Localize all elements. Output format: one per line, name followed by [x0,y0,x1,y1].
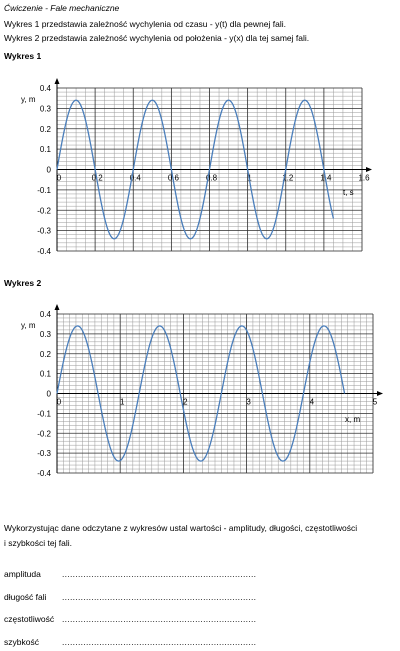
y-tick-label: 0.1 [40,145,52,154]
answer-dots[interactable]: ........................................… [62,569,257,579]
x-axis-label: t, s [343,188,354,197]
y-tick-label: -0.3 [37,449,51,458]
y-tick-label: -0.2 [37,429,51,438]
x-tick-label: 0 [57,398,62,407]
y-axis-arrow [54,78,60,84]
answer-dots[interactable]: ........................................… [62,592,257,602]
intro-line-1: Wykres 1 przedstawia zależność wychyleni… [4,19,286,29]
question-line-1: Wykorzystując dane odczytane z wykresów … [4,523,358,533]
x-tick-label: 4 [310,398,315,407]
y-tick-label: 0.1 [40,370,52,379]
x-tick-label: 0.6 [168,174,180,183]
x-tick-label: 1.4 [320,174,332,183]
y-tick-label: 0.3 [40,104,52,113]
intro-line-2: Wykres 2 przedstawia zależność wychyleni… [4,33,310,43]
x-axis-arrow [366,167,372,172]
y-axis-arrow [54,304,60,310]
y-tick-label: -0.4 [37,247,51,256]
y-tick-label: 0.4 [40,310,52,319]
chart1-heading: Wykres 1 [4,51,42,61]
x-tick-label: 1 [247,174,252,183]
document-title: Ćwiczenie - Fale mechaniczne [4,3,120,13]
x-axis-arrow [377,391,383,396]
x-tick-label: 2 [183,398,188,407]
chart2-heading: Wykres 2 [4,278,42,288]
x-tick-label: 3 [246,398,251,407]
y-tick-label: -0.4 [37,469,51,478]
y-axis-label: y, m [21,321,36,330]
x-tick-label: 0.4 [130,174,142,183]
field-label: amplituda [4,569,41,579]
x-axis-label: x, m [345,415,360,424]
x-tick-label: 0 [57,174,62,183]
field-label: długość fali [4,592,47,602]
y-tick-label: 0.2 [40,125,52,134]
y-tick-label: -0.1 [37,409,51,418]
y-tick-label: 0.2 [40,350,52,359]
x-tick-label: 0.8 [206,174,218,183]
y-tick-label: 0 [47,166,52,175]
x-tick-label: 1.2 [282,174,294,183]
field-label: szybkość [4,637,39,647]
y-tick-label: 0.4 [40,84,52,93]
y-tick-label: -0.2 [37,206,51,215]
x-tick-label: 1.6 [358,174,370,183]
series-line [56,325,346,462]
y-axis-label: y, m [21,95,36,104]
y-tick-label: -0.3 [37,227,51,236]
series-line [56,99,335,240]
answer-dots[interactable]: ........................................… [62,637,257,647]
x-tick-label: 1 [120,398,125,407]
y-tick-label: 0 [47,390,52,399]
y-tick-label: -0.1 [37,186,51,195]
chart-2: 0.4 0.3 0.2 0.1 0 -0.1 -0.2 -0.3 -0.4 0 1 2 3 4 5 y, m x… [21,304,383,478]
question-line-2: i szybkości tej fali. [4,538,73,548]
x-tick-label: 5 [373,398,378,407]
chart-1: 0.4 0.3 0.2 0.1 0 -0.1 -0.2 -0.3 -0.4 0 0.2 0.4 0.6 0… [21,78,372,256]
y-tick-label: 0.3 [40,330,52,339]
field-label: częstotliwość [4,614,55,624]
x-tick-label: 0.2 [92,174,104,183]
answer-dots[interactable]: ........................................… [62,614,257,624]
